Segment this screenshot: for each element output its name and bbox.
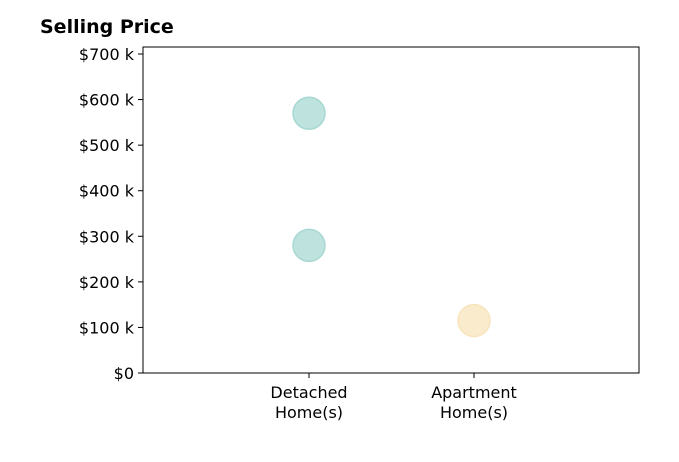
x-tick-label: Home(s) [275, 403, 343, 422]
plot-area-frame [142, 46, 640, 374]
x-tick-label: Home(s) [440, 403, 508, 422]
data-point [292, 228, 326, 263]
y-tick-label: $300 k [79, 227, 135, 246]
y-tick-label: $500 k [79, 136, 135, 155]
x-tick-label: Detached [270, 383, 347, 402]
y-tick-label: $0 [114, 364, 134, 383]
chart-title: Selling Price [40, 16, 174, 38]
y-axis: $0 $100 k $200 k $300 k $400 k $500 k $600 k $7… [79, 45, 143, 383]
y-tick-label: $200 k [79, 273, 135, 292]
data-point [457, 303, 491, 338]
y-tick-label: $100 k [79, 318, 135, 337]
y-tick-label: $600 k [79, 91, 135, 110]
data-point [292, 96, 326, 130]
y-tick-label: $400 k [79, 182, 135, 201]
x-tick-label: Apartment [431, 383, 517, 402]
data-points [292, 96, 491, 338]
y-tick-label: $700 k [79, 45, 135, 64]
